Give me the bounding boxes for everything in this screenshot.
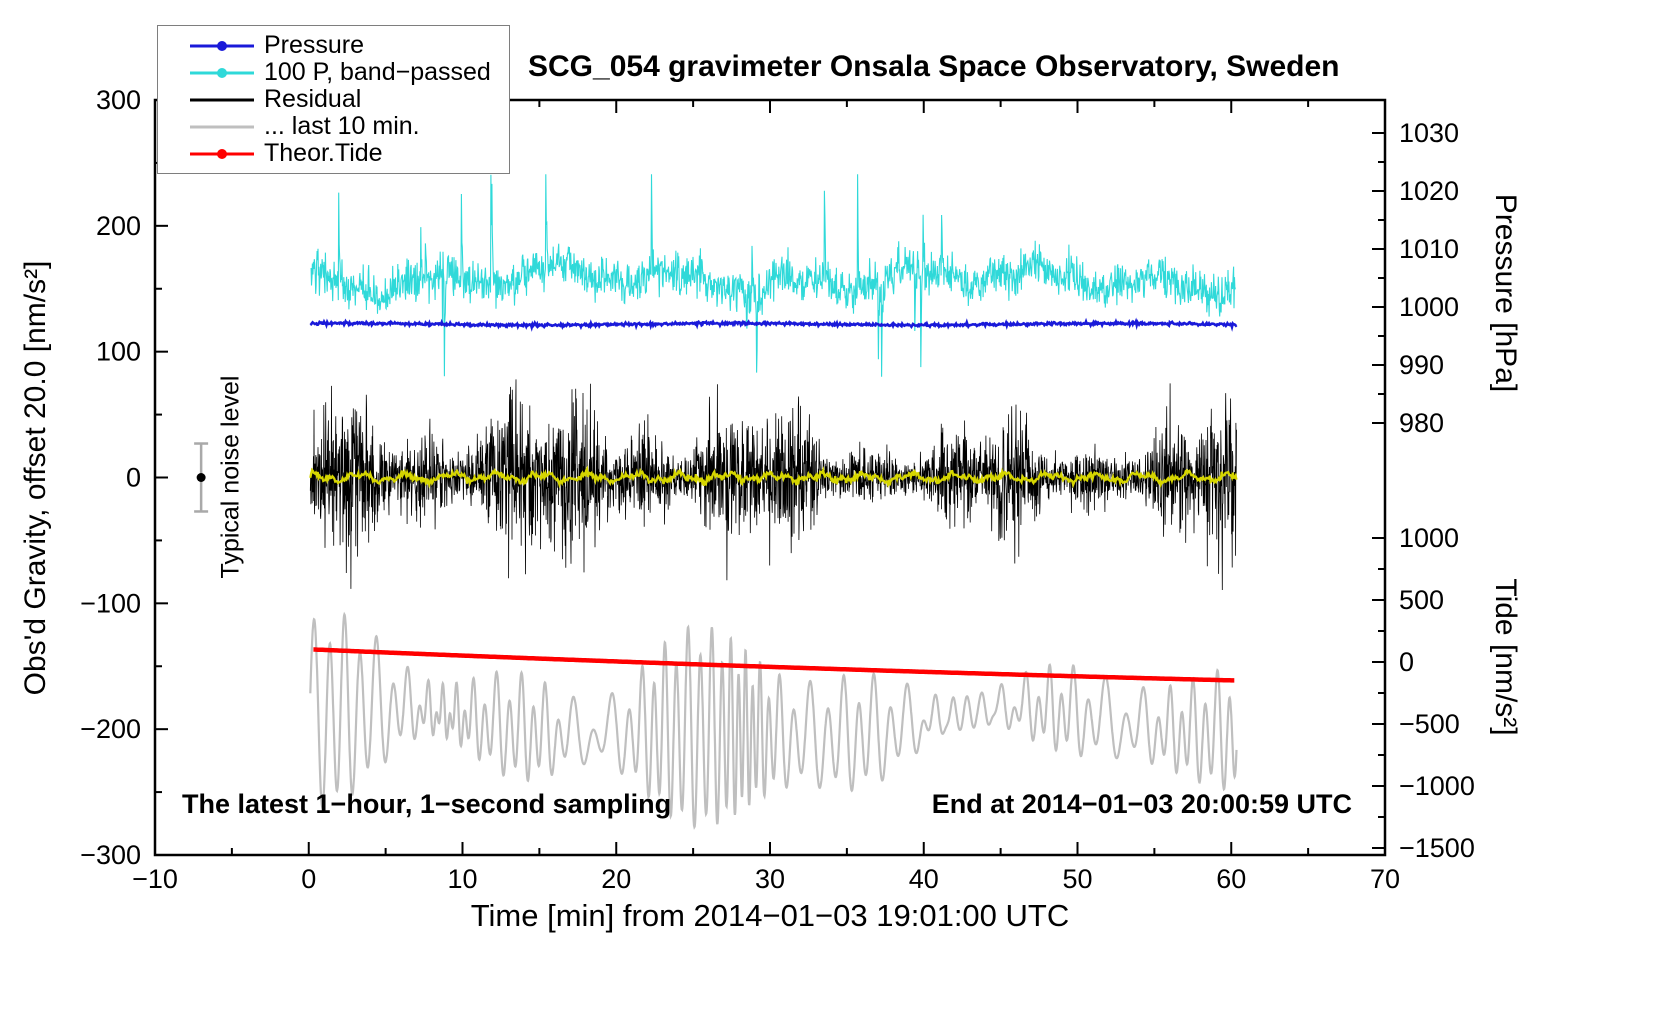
- legend-marker-line: [158, 32, 258, 59]
- legend-marker-dot: [217, 67, 227, 78]
- tide-tick-label: −1000: [1399, 771, 1475, 801]
- noise-level-marker: [194, 442, 209, 513]
- series-last-10-min: [309, 611, 1238, 830]
- y-left-tick-label: −200: [80, 714, 141, 744]
- x-tick-label: 40: [909, 864, 939, 894]
- y-axis-label-gravity: Obs'd Gravity, offset 20.0 [nm/s²]: [19, 260, 52, 696]
- pressure-tick-label: 990: [1399, 350, 1444, 380]
- legend-item-label: ... last 10 min.: [264, 112, 420, 140]
- legend-item: Pressure: [158, 31, 509, 59]
- y-left-tick-label: −100: [80, 588, 141, 618]
- legend-item-label: Theor.Tide: [264, 139, 383, 167]
- legend-item: Residual: [158, 85, 509, 113]
- series-band-passed: [310, 174, 1236, 377]
- legend-marker-dot: [217, 40, 227, 51]
- legend-item-label: 100 P, band−passed: [264, 58, 491, 86]
- series-pressure: [309, 317, 1238, 332]
- x-tick-label: −10: [132, 864, 178, 894]
- pressure-tick-label: 1020: [1399, 176, 1459, 206]
- tide-tick-label: 0: [1399, 647, 1414, 677]
- x-tick-label: 60: [1216, 864, 1246, 894]
- legend-marker-line: [158, 86, 258, 113]
- y-left-tick-label: −300: [80, 840, 141, 870]
- legend-item: ... last 10 min.: [158, 112, 509, 140]
- y-left-tick-label: 200: [96, 211, 141, 241]
- x-tick-label: 70: [1370, 864, 1400, 894]
- noise-level-label: Typical noise level: [216, 375, 245, 579]
- y-axis-label-pressure: Pressure [hPa]: [1489, 193, 1522, 393]
- legend-item: 100 P, band−passed: [158, 58, 509, 86]
- tide-tick-label: 500: [1399, 585, 1444, 615]
- tide-tick-label: 1000: [1399, 523, 1459, 553]
- y-left-tick-label: 300: [96, 85, 141, 115]
- y-left-tick-label: 100: [96, 337, 141, 367]
- legend-item: Theor.Tide: [158, 139, 509, 167]
- series-residual: [309, 379, 1237, 591]
- series-layer: [309, 174, 1238, 830]
- end-time-note: End at 2014−01−03 20:00:59 UTC: [931, 789, 1352, 819]
- legend-marker-line: [158, 113, 258, 140]
- x-axis-label: Time [min] from 2014−01−03 19:01:00 UTC: [470, 898, 1070, 933]
- x-tick-label: 50: [1062, 864, 1092, 894]
- axis-ticks: −10 0 10 20 30 40 50 60 703002001000−100−200−300…: [80, 85, 1475, 894]
- x-tick-label: 10: [447, 864, 477, 894]
- y-axis-label-tide: Tide [nm/s²]: [1489, 578, 1522, 736]
- legend-item-label: Residual: [264, 85, 362, 113]
- legend: Pressure 100 P, band−passed Residual... la…: [157, 25, 510, 174]
- tide-tick-label: −1500: [1399, 833, 1475, 863]
- pressure-tick-label: 1000: [1399, 292, 1459, 322]
- series-theor-tide: [313, 647, 1235, 683]
- legend-marker-dot: [217, 148, 227, 159]
- tide-tick-label: −500: [1399, 709, 1460, 739]
- legend-item-label: Pressure: [264, 31, 365, 59]
- pressure-tick-label: 1030: [1399, 118, 1459, 148]
- pressure-tick-label: 1010: [1399, 234, 1459, 264]
- pressure-tick-label: 980: [1399, 408, 1444, 438]
- x-tick-label: 0: [301, 864, 316, 894]
- legend-marker-line: [158, 140, 258, 167]
- x-tick-label: 20: [601, 864, 631, 894]
- legend-marker-line: [158, 59, 258, 86]
- y-left-tick-label: 0: [126, 463, 141, 493]
- x-tick-label: 30: [755, 864, 785, 894]
- series-residual-smoothed: [309, 465, 1238, 489]
- chart-title: SCG_054 gravimeter Onsala Space Observat…: [528, 50, 1340, 83]
- sampling-note: The latest 1−hour, 1−second sampling: [182, 789, 672, 819]
